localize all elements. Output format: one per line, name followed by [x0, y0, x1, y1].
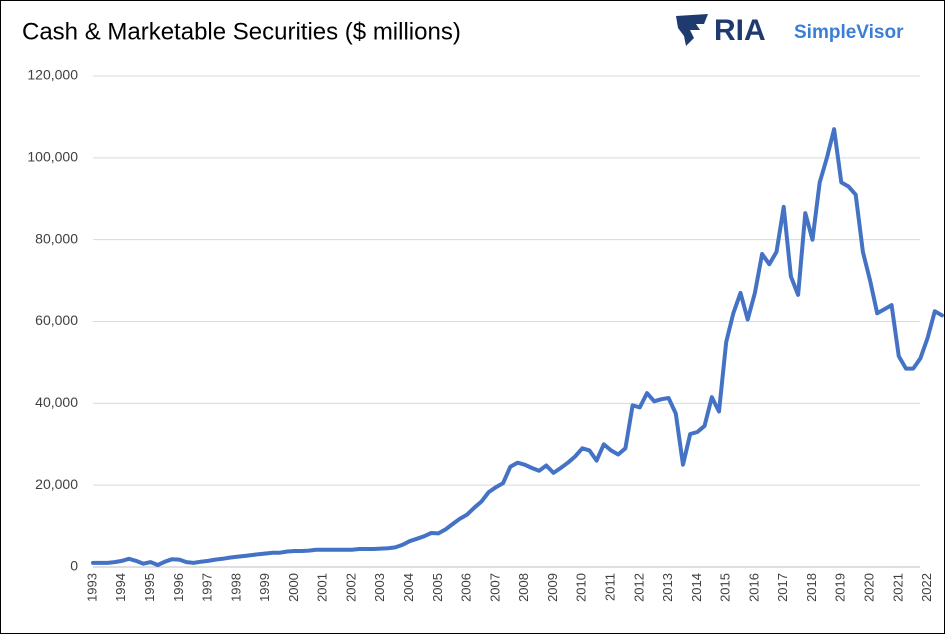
x-tick-label: 1998: [228, 573, 243, 602]
x-tick-label: 2002: [343, 573, 358, 602]
x-tick-label: 1993: [84, 573, 99, 602]
x-tick-label: 2022: [919, 573, 934, 602]
x-tick-label: 2008: [516, 573, 531, 602]
y-tick-label: 60,000: [35, 312, 78, 328]
y-tick-label: 0: [70, 558, 78, 574]
x-tick-label: 2004: [401, 573, 416, 602]
logo-product: SimpleVisor: [794, 22, 904, 43]
x-tick-label: 2001: [315, 573, 330, 602]
x-tick-label: 2011: [602, 573, 617, 601]
x-tick-label: 2007: [487, 573, 502, 602]
x-tick-label: 1995: [142, 573, 157, 602]
x-tick-label: 2005: [430, 573, 445, 602]
x-tick-label: 2009: [545, 573, 560, 602]
x-tick-label: 1999: [257, 573, 272, 602]
x-tick-label: 2000: [286, 573, 301, 602]
x-tick-label: 2014: [689, 573, 704, 602]
x-tick-label: 2003: [372, 573, 387, 602]
x-tick-label: 1997: [200, 573, 215, 602]
x-tick-label: 2012: [631, 573, 646, 602]
x-tick-label: 2016: [746, 573, 761, 602]
x-tick-label: 2021: [890, 573, 905, 602]
logo-brand: RIA: [714, 14, 766, 47]
data-line: [91, 127, 944, 567]
x-tick-label: 2017: [775, 573, 790, 602]
x-tick-label: 2013: [660, 573, 675, 602]
x-tick-label: 2015: [718, 573, 733, 602]
y-tick-label: 100,000: [27, 149, 78, 165]
x-tick-label: 2020: [861, 573, 876, 602]
chart-title: Cash & Marketable Securities ($ millions…: [22, 18, 461, 45]
x-tick-label: 2006: [459, 573, 474, 602]
logo-icon: [676, 14, 708, 46]
y-tick-label: 80,000: [35, 230, 78, 246]
x-tick-label: 2019: [833, 573, 848, 602]
x-tick-label: 2018: [804, 573, 819, 602]
x-tick-label: 2010: [574, 573, 589, 602]
y-tick-label: 120,000: [27, 67, 78, 83]
y-tick-label: 20,000: [35, 476, 78, 492]
x-tick-label: 1994: [113, 573, 128, 602]
x-tick-label: 1996: [171, 573, 186, 602]
y-tick-label: 40,000: [35, 394, 78, 410]
logo: RIA SimpleVisor: [676, 14, 904, 47]
